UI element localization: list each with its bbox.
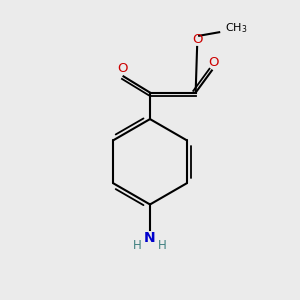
Text: H: H	[133, 239, 142, 252]
Text: N: N	[144, 231, 156, 245]
Text: H: H	[158, 239, 167, 252]
Text: CH$_3$: CH$_3$	[225, 21, 248, 35]
Text: O: O	[192, 33, 202, 46]
Text: O: O	[118, 61, 128, 75]
Text: O: O	[208, 56, 219, 69]
